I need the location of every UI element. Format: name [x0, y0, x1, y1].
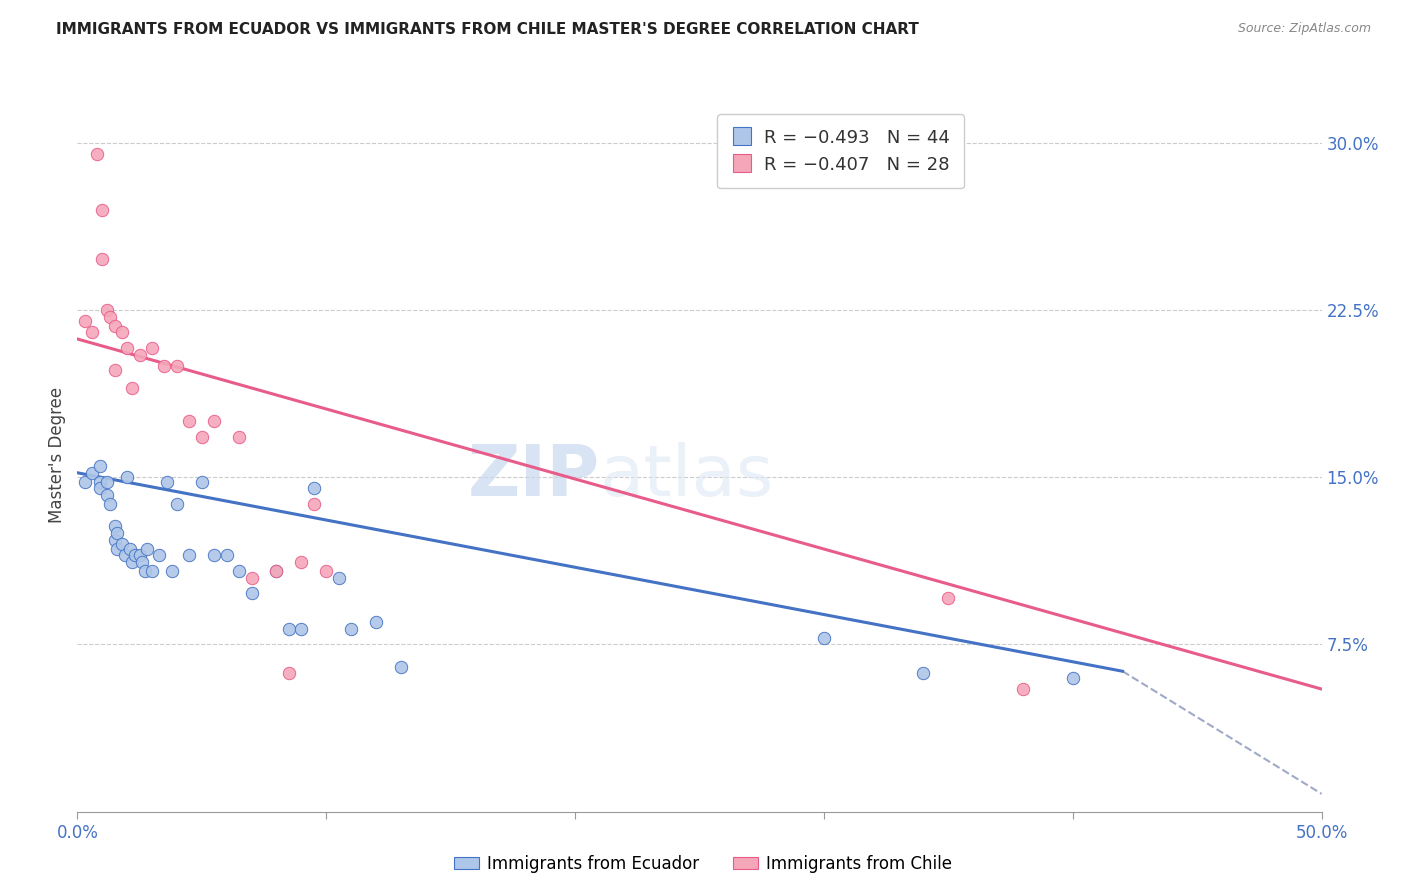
Point — [82, 466, 104, 480]
Point — [73, 475, 96, 489]
Point — [364, 615, 387, 630]
Point — [315, 564, 337, 578]
Point — [202, 414, 225, 429]
Point — [141, 564, 163, 578]
Point — [73, 314, 96, 328]
Point — [302, 482, 325, 496]
Point — [228, 564, 250, 578]
Point — [136, 541, 159, 556]
Point — [96, 303, 118, 318]
Point — [91, 252, 114, 266]
Point — [179, 548, 201, 563]
Point — [813, 631, 835, 645]
Point — [114, 548, 136, 563]
Point — [191, 430, 214, 444]
Point — [104, 363, 127, 377]
Point — [202, 548, 225, 563]
Point — [128, 548, 150, 563]
Point — [91, 202, 114, 217]
Point — [104, 533, 127, 547]
Point — [115, 341, 138, 355]
Legend: R = −0.493   N = 44, R = −0.407   N = 28: R = −0.493 N = 44, R = −0.407 N = 28 — [717, 114, 965, 188]
Point — [104, 318, 127, 333]
Point — [86, 147, 108, 161]
Point — [340, 622, 363, 636]
Point — [266, 564, 288, 578]
Point — [160, 564, 183, 578]
Text: IMMIGRANTS FROM ECUADOR VS IMMIGRANTS FROM CHILE MASTER'S DEGREE CORRELATION CHA: IMMIGRANTS FROM ECUADOR VS IMMIGRANTS FR… — [56, 22, 920, 37]
Point — [111, 325, 134, 339]
Point — [290, 622, 312, 636]
Point — [277, 622, 299, 636]
Point — [266, 564, 288, 578]
Point — [277, 666, 299, 681]
Point — [98, 497, 121, 511]
Point — [302, 497, 325, 511]
Text: atlas: atlas — [600, 442, 775, 511]
Point — [389, 660, 412, 674]
Point — [290, 555, 312, 569]
Point — [124, 548, 146, 563]
Point — [134, 564, 156, 578]
Point — [166, 497, 188, 511]
Point — [191, 475, 214, 489]
Legend: Immigrants from Ecuador, Immigrants from Chile: Immigrants from Ecuador, Immigrants from… — [447, 848, 959, 880]
Point — [156, 475, 179, 489]
Point — [96, 475, 118, 489]
Y-axis label: Master's Degree: Master's Degree — [48, 387, 66, 523]
Point — [111, 537, 134, 551]
Point — [1012, 681, 1035, 696]
Point — [328, 571, 350, 585]
Point — [1062, 671, 1084, 685]
Point — [228, 430, 250, 444]
Point — [121, 555, 143, 569]
Point — [141, 341, 163, 355]
Text: Source: ZipAtlas.com: Source: ZipAtlas.com — [1237, 22, 1371, 36]
Point — [131, 555, 153, 569]
Point — [105, 541, 128, 556]
Point — [105, 526, 128, 541]
Point — [938, 591, 960, 605]
Point — [153, 359, 176, 373]
Point — [115, 470, 138, 484]
Point — [215, 548, 238, 563]
Point — [121, 381, 143, 395]
Point — [179, 414, 201, 429]
Point — [82, 325, 104, 339]
Point — [89, 482, 111, 496]
Point — [240, 571, 263, 585]
Point — [118, 541, 141, 556]
Point — [89, 475, 111, 489]
Point — [96, 488, 118, 502]
Point — [148, 548, 170, 563]
Point — [166, 359, 188, 373]
Point — [128, 348, 150, 362]
Point — [240, 586, 263, 600]
Point — [98, 310, 121, 324]
Point — [89, 459, 111, 474]
Point — [912, 666, 935, 681]
Point — [104, 519, 127, 533]
Text: ZIP: ZIP — [468, 442, 600, 511]
